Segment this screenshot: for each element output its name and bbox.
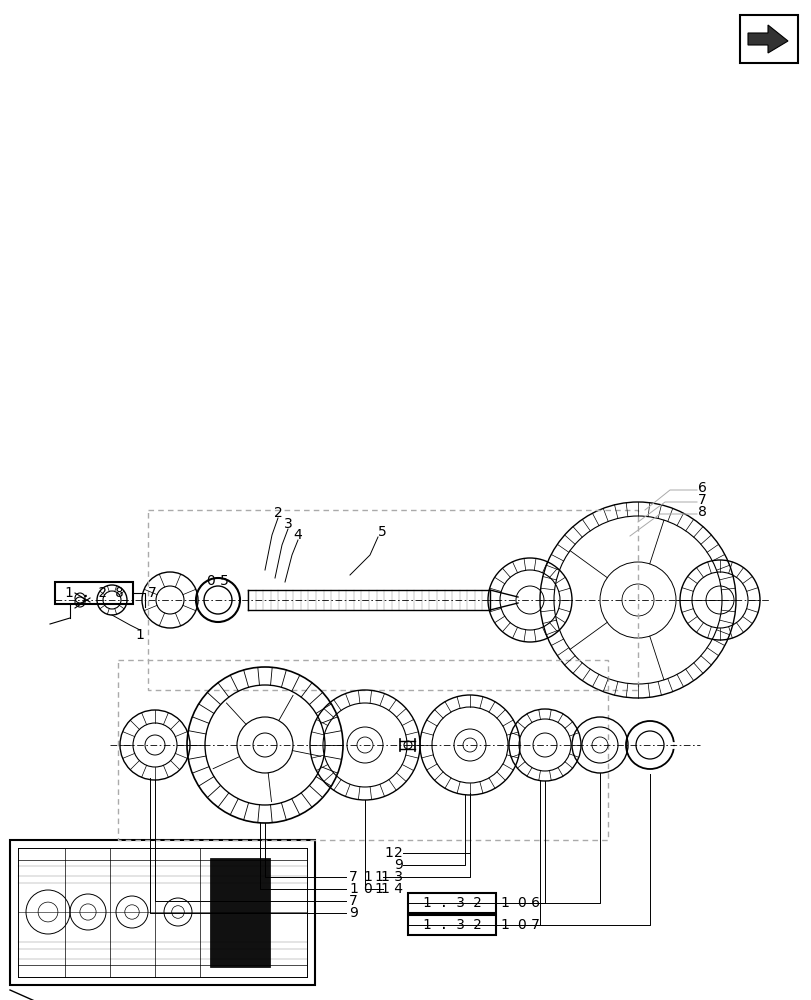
Bar — [739, 15, 797, 63]
Text: 9: 9 — [349, 906, 358, 920]
Text: 0 6: 0 6 — [517, 896, 539, 910]
Bar — [148, 510, 637, 690]
Bar — [10, 840, 315, 985]
Bar — [407, 915, 496, 935]
Text: 1 4: 1 4 — [380, 882, 402, 896]
Text: 1: 1 — [374, 870, 383, 884]
Text: 0 7: 0 7 — [517, 918, 539, 932]
Text: 9: 9 — [393, 858, 402, 872]
Text: 7: 7 — [148, 586, 157, 600]
Bar — [407, 893, 496, 913]
Text: 1: 1 — [135, 628, 144, 642]
Text: 7: 7 — [349, 894, 358, 908]
Text: 2: 2 — [394, 846, 402, 860]
Text: 1: 1 — [349, 882, 358, 896]
Text: 1 . 2 8: 1 . 2 8 — [65, 586, 123, 600]
Text: 1 3: 1 3 — [380, 870, 402, 884]
Text: 1 . 3 2: 1 . 3 2 — [423, 896, 481, 910]
Text: 1: 1 — [384, 846, 393, 860]
Text: 7: 7 — [697, 493, 706, 507]
Bar — [118, 660, 607, 840]
Text: 1: 1 — [500, 918, 508, 932]
Text: 1: 1 — [363, 870, 371, 884]
Text: 7: 7 — [349, 870, 358, 884]
Bar — [210, 858, 270, 967]
Text: 2: 2 — [273, 506, 282, 520]
Text: 0 5: 0 5 — [207, 574, 229, 588]
Text: 5: 5 — [377, 525, 386, 539]
Text: 8: 8 — [697, 505, 706, 519]
Polygon shape — [747, 25, 787, 53]
Text: 4: 4 — [294, 528, 302, 542]
Text: 1: 1 — [500, 896, 508, 910]
Text: 0: 0 — [363, 882, 371, 896]
Text: 1 . 3 2: 1 . 3 2 — [423, 918, 481, 932]
Text: 1: 1 — [374, 882, 383, 896]
Text: 6: 6 — [697, 481, 706, 495]
Bar — [55, 582, 133, 604]
Text: 3: 3 — [283, 517, 292, 531]
